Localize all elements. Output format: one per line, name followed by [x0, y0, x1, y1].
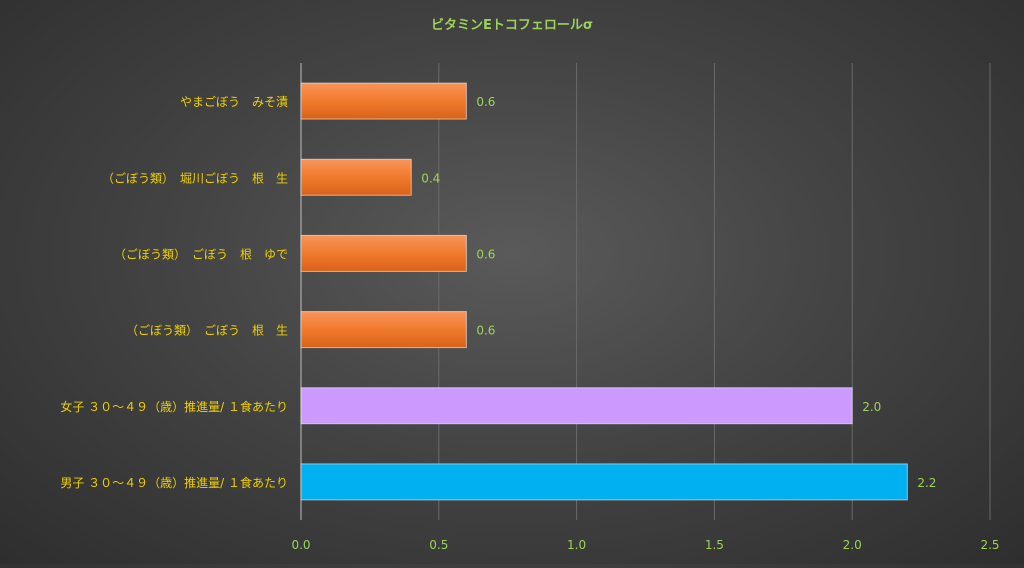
category-label: 男子 ３０～４９（歳）推進量/ １食あたり [60, 475, 288, 490]
gridlines [300, 63, 991, 520]
x-tick-label: 2.5 [980, 538, 999, 552]
x-tick-label: 2.0 [843, 538, 862, 552]
category-label: （ごぼう類） ごぼう 根 生 [126, 323, 288, 338]
x-tick-label: 1.5 [705, 538, 724, 552]
bar [300, 311, 467, 349]
bar [300, 387, 853, 425]
data-label: 0.6 [476, 324, 495, 338]
data-label: 0.6 [476, 247, 495, 261]
data-label: 0.4 [421, 171, 440, 185]
x-tick-label: 0.5 [429, 538, 448, 552]
category-label: （ごぼう類） 堀川ごぼう 根 生 [102, 170, 288, 185]
category-label: やまごぼう みそ漬 [180, 94, 288, 109]
chart-title: ビタミンEトコフェロールσ [431, 17, 593, 33]
bar [300, 158, 412, 196]
data-label: 0.6 [476, 95, 495, 109]
x-tick-label: 0.0 [291, 538, 310, 552]
bar [300, 234, 467, 272]
bar [300, 463, 908, 501]
bars [300, 82, 908, 501]
bar [300, 82, 467, 120]
labels: 0.0 0.5 1.0 1.5 2.0 2.5 0.6 やまごぼう みそ漬 0.4 （ごぼう類） … [60, 94, 999, 552]
data-label: 2.0 [862, 400, 881, 414]
data-label: 2.2 [917, 476, 936, 490]
category-label: 女子 ３０～４９（歳）推進量/ １食あたり [60, 399, 288, 414]
x-tick-label: 1.0 [567, 538, 586, 552]
category-label: （ごぼう類） ごぼう 根 ゆで [114, 246, 288, 261]
